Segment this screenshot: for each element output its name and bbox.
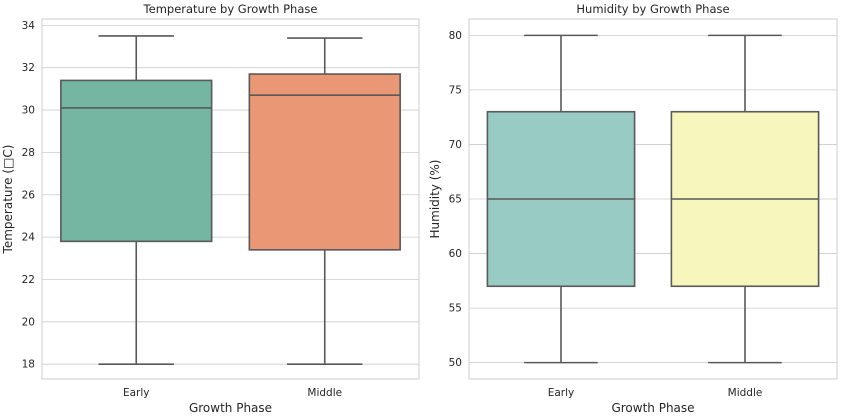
humidity-y-tick-label: 50 — [449, 357, 462, 369]
temperature-early-iqr-box — [60, 79, 213, 243]
temperature-y-axis-label: Temperature (□C) — [1, 145, 15, 255]
humidity-x-tick-label: Early — [548, 387, 575, 399]
humidity-y-tick-label: 60 — [449, 248, 462, 260]
temperature-y-tick-label: 34 — [22, 20, 36, 32]
humidity-early-box — [486, 34, 636, 364]
temperature-early-box — [60, 35, 213, 365]
humidity-y-tick-label: 70 — [449, 139, 462, 151]
humidity-y-tick-label: 75 — [449, 84, 462, 96]
temperature-x-tick-label: Early — [123, 387, 150, 399]
temperature-middle-box — [248, 37, 401, 365]
humidity-y-tick-label: 55 — [449, 303, 462, 315]
temperature-y-tick-label: 22 — [22, 274, 35, 286]
temperature-y-tick-label: 20 — [22, 316, 35, 328]
humidity-middle-box — [670, 34, 820, 364]
temperature-y-tick-label: 26 — [22, 189, 36, 201]
temperature-plot-frame — [41, 18, 420, 380]
humidity-chart-panel: 50 55 60 65 70 75 80 Early Middle Humidity by Gro… — [428, 2, 838, 415]
humidity-y-tick-label: 80 — [449, 30, 462, 42]
humidity-y-axis-label: Humidity (%) — [428, 160, 442, 239]
temperature-middle-iqr-box — [248, 73, 401, 251]
humidity-y-tick-label: 65 — [449, 194, 462, 206]
humidity-x-axis-label: Growth Phase — [611, 401, 694, 415]
temperature-y-tick-label: 30 — [22, 105, 35, 117]
temperature-y-tick-label: 32 — [22, 62, 35, 74]
humidity-x-tick-label: Middle — [728, 387, 763, 399]
temperature-y-tick-label: 28 — [22, 147, 35, 159]
temperature-x-axis-label: Growth Phase — [189, 401, 272, 415]
temperature-chart-title: Temperature by Growth Phase — [143, 2, 318, 16]
humidity-chart-title: Humidity by Growth Phase — [576, 2, 729, 16]
temperature-y-tick-label: 24 — [22, 232, 36, 244]
humidity-plot-frame — [468, 18, 838, 380]
temperature-chart-panel: 18 20 22 24 26 28 30 32 34 Early Middle Temperature… — [1, 2, 420, 415]
temperature-y-tick-label: 18 — [22, 359, 35, 371]
temperature-x-tick-label: Middle — [307, 387, 342, 399]
